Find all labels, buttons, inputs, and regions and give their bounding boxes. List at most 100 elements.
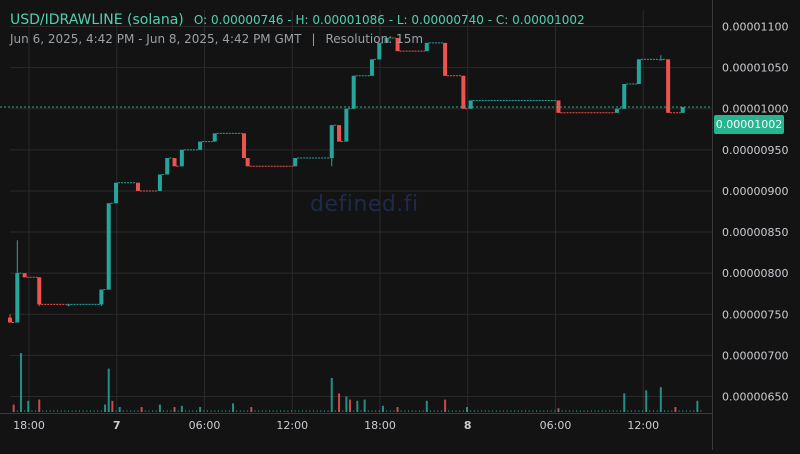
volume-bar-minor <box>283 410 285 412</box>
volume-bar-minor <box>634 410 636 412</box>
volume-bar-minor <box>543 410 545 412</box>
volume-bar <box>444 399 447 412</box>
volume-bar-minor <box>631 410 633 412</box>
volume-bar <box>345 396 348 412</box>
volume-bar-minor <box>159 410 161 412</box>
volume-bar-minor <box>272 410 274 412</box>
volume-bar-minor <box>367 410 369 412</box>
volume-bar-minor <box>700 410 702 412</box>
volume-bar-minor <box>331 410 333 412</box>
volume-bar-minor <box>100 410 102 412</box>
volume-bar-minor <box>583 410 585 412</box>
candle-body <box>636 59 641 85</box>
volume-bar-minor <box>671 410 673 412</box>
volume-bar <box>140 407 143 412</box>
y-tick-label: 0.00001050 <box>722 62 788 75</box>
volume-bar-minor <box>645 410 647 412</box>
candle-body <box>165 158 170 175</box>
volume-bar-minor <box>536 410 537 412</box>
volume-bar-minor <box>144 410 146 412</box>
volume-bar-minor <box>408 410 410 412</box>
candle-body <box>468 100 473 109</box>
candle-body <box>22 273 27 278</box>
volume-bar-minor <box>437 410 439 412</box>
volume-bar-minor <box>181 410 183 412</box>
volume-bar <box>674 407 677 412</box>
volume-bar <box>27 400 30 412</box>
volume-bar <box>232 403 235 412</box>
volume-bar <box>696 400 699 412</box>
candle-body <box>293 158 298 167</box>
volume-bar-minor <box>422 410 424 412</box>
volume-bar-minor <box>86 410 88 412</box>
volume-bar-minor <box>353 410 355 412</box>
candle-body <box>242 133 246 159</box>
volume-bar-minor <box>137 410 139 412</box>
volume-bar-minor <box>163 410 165 412</box>
volume-bar-minor <box>576 410 578 412</box>
volume-bar-minor <box>309 410 311 412</box>
volume-bar-minor <box>601 410 603 412</box>
volume-bar-minor <box>53 410 55 412</box>
volume-bar-minor <box>517 410 519 412</box>
volume-bar-minor <box>232 410 234 412</box>
volume-bar-minor <box>696 410 698 412</box>
candle-body <box>351 75 356 109</box>
volume-bar-minor <box>166 410 168 412</box>
volume-bar-minor <box>397 410 399 412</box>
volume-bar-minor <box>265 410 267 412</box>
volume-bar-minor <box>579 410 581 412</box>
volume-bar-minor <box>119 410 121 412</box>
volume-bar-minor <box>550 410 552 412</box>
volume-bar-minor <box>495 410 497 412</box>
volume-bar-minor <box>470 410 472 412</box>
volume-bar-minor <box>653 410 654 412</box>
volume-bar-minor <box>693 410 695 412</box>
volume-bar-minor <box>382 410 384 412</box>
volume-bar-minor <box>371 410 373 412</box>
volume-bar <box>363 399 366 412</box>
volume-bar-minor <box>122 410 124 412</box>
volume-bar-minor <box>466 410 468 412</box>
volume-bar <box>38 399 41 412</box>
volume-bar-minor <box>400 410 402 412</box>
volume-bar-minor <box>269 410 271 412</box>
volume-bar-minor <box>133 410 135 412</box>
candle-body <box>377 42 382 60</box>
y-tick-label: 0.00001100 <box>722 20 788 33</box>
volume-bar-minor <box>429 410 431 412</box>
volume-bar-minor <box>236 410 238 412</box>
volume-bar-minor <box>627 410 629 412</box>
volume-bar-minor <box>38 410 40 412</box>
volume-bar-minor <box>623 410 625 412</box>
volume-bar-minor <box>291 410 293 412</box>
volume-bar-minor <box>24 410 26 412</box>
volume-bar-minor <box>49 410 51 412</box>
volume-bar <box>250 407 253 412</box>
volume-bar <box>645 390 648 412</box>
volume-bar-minor <box>250 410 252 412</box>
volume-bar-minor <box>130 410 132 412</box>
volume-bar <box>111 400 114 412</box>
volume-bar-minor <box>349 410 351 412</box>
candle-body <box>614 108 619 113</box>
candle-body <box>172 158 177 167</box>
volume-bar-minor <box>276 410 278 412</box>
volume-bar-minor <box>364 410 366 412</box>
volume-bar-minor <box>473 410 475 412</box>
volume-bar-minor <box>539 410 541 412</box>
volume-bar-minor <box>97 410 99 412</box>
volume-bar-minor <box>126 410 128 412</box>
volume-bar-minor <box>386 410 388 412</box>
y-tick-label: 0.00000900 <box>722 185 788 198</box>
volume-bar-minor <box>565 410 567 412</box>
volume-bar-minor <box>689 410 691 412</box>
candle-body <box>556 100 561 113</box>
volume-bar-minor <box>462 410 464 412</box>
volume-bar-minor <box>261 410 263 412</box>
volume-bar-minor <box>78 410 80 412</box>
subheader-separator: | <box>311 32 316 46</box>
volume-bar-minor <box>360 410 362 412</box>
